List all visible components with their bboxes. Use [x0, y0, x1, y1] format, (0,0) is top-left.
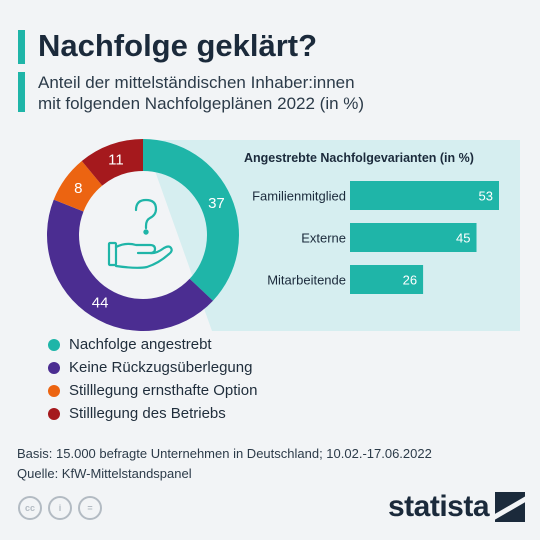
footer-notes: Basis: 15.000 befragte Unternehmen in De… — [17, 444, 432, 484]
footer-basis: Basis: 15.000 befragte Unternehmen in De… — [17, 446, 432, 461]
legend-dot-teal — [48, 338, 60, 351]
donut-labels: 37 44 8 11 — [74, 152, 225, 312]
donut-value-label-1: 44 — [92, 295, 109, 312]
bar-chart: Familienmitglied 53 Externe 45 Mitarbeitende… — [252, 181, 499, 294]
legend-label: Nachfolge angestrebt — [69, 336, 212, 353]
legend-dot-orange — [48, 384, 60, 397]
title-accent-bar — [18, 30, 25, 64]
legend-item-stilllegung-option: Stilllegung ernsthafte Option — [48, 379, 257, 402]
bar-value-label-2: 26 — [403, 273, 417, 288]
brand-mark-icon — [495, 492, 526, 522]
donut-slice-0 — [143, 139, 240, 301]
no-derivatives-icon[interactable]: = — [78, 496, 102, 520]
bar-category-label-2: Mitarbeitende — [267, 273, 346, 288]
donut-value-label-3: 11 — [108, 152, 124, 169]
creative-commons-icon[interactable]: cc — [18, 496, 42, 520]
brand-wordmark: statista — [388, 490, 490, 523]
statista-logo[interactable]: statista — [388, 490, 526, 524]
donut-slice-2 — [53, 161, 103, 212]
bar-1 — [350, 223, 477, 252]
donut-chart — [46, 139, 240, 332]
attribution-icon[interactable]: i — [48, 496, 72, 520]
bar-0 — [350, 181, 499, 210]
bar-chart-title: Angestrebte Nachfolgevarianten (in %) — [244, 151, 474, 165]
legend-item-stilllegung-betrieb: Stilllegung des Betriebs — [48, 402, 257, 425]
legend-label: Stilllegung des Betriebs — [69, 405, 226, 422]
subtitle-line-1: Anteil der mittelständischen Inhaber:inn… — [38, 73, 355, 92]
legend-item-nachfolge: Nachfolge angestrebt — [48, 333, 257, 356]
legend-item-keine-rueckzug: Keine Rückzugsüberlegung — [48, 356, 257, 379]
license-icons: cc i = — [18, 496, 102, 520]
legend-label: Keine Rückzugsüberlegung — [69, 359, 253, 376]
bar-value-label-1: 45 — [456, 231, 470, 246]
bar-2 — [350, 265, 424, 294]
subtitle-accent-bar — [18, 72, 25, 112]
page-subtitle: Anteil der mittelständischen Inhaber:inn… — [38, 72, 508, 114]
legend-label: Stilllegung ernsthafte Option — [69, 382, 258, 399]
subtitle-line-2: mit folgenden Nachfolgeplänen 2022 (in %… — [38, 94, 365, 113]
bar-category-label-0: Familienmitglied — [252, 189, 346, 204]
donut-value-label-0: 37 — [208, 195, 225, 212]
legend-dot-purple — [48, 361, 60, 374]
legend-dot-darkred — [48, 407, 60, 420]
footer-source: Quelle: KfW-Mittelstandspanel — [17, 466, 192, 481]
bar-category-label-1: Externe — [301, 231, 346, 246]
donut-value-label-2: 8 — [74, 180, 82, 197]
donut-legend: Nachfolge angestrebt Keine Rückzugsüberl… — [48, 333, 257, 425]
donut-slice-3 — [81, 139, 143, 186]
page-title: Nachfolge geklärt? — [38, 28, 318, 63]
hand-question-icon — [107, 198, 173, 269]
bar-value-label-0: 53 — [479, 189, 493, 204]
donut-slice-1 — [46, 199, 213, 332]
